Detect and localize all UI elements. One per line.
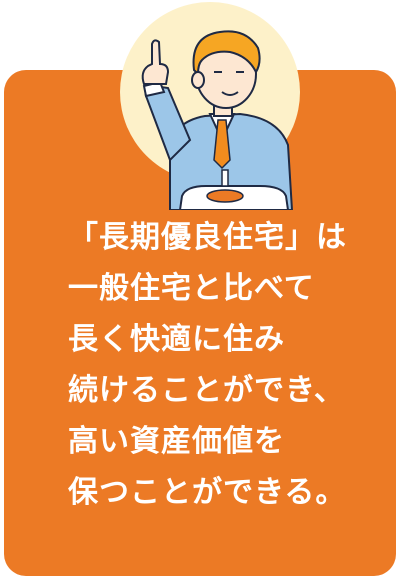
necktie xyxy=(213,119,231,170)
ear xyxy=(191,71,205,89)
message-text: 「長期優良住宅」は 一般住宅と比べて 長く快適に住み 続けることができ、 高い資… xyxy=(68,212,378,518)
message-line: 「長期優良住宅」は xyxy=(68,220,347,255)
microphone-base xyxy=(206,189,244,203)
message-line: 長く快適に住み xyxy=(68,322,285,357)
hair xyxy=(192,30,261,77)
message-line: 保つことができる。 xyxy=(68,475,347,510)
message-line: 高い資産価値を xyxy=(68,424,285,459)
pointing-hand xyxy=(141,39,170,85)
message-line: 続けることができ、 xyxy=(68,373,345,408)
presenter-illustration xyxy=(120,2,300,210)
smile xyxy=(221,91,239,96)
message-line: 一般住宅と比べて xyxy=(68,271,315,306)
microphone xyxy=(221,169,229,187)
